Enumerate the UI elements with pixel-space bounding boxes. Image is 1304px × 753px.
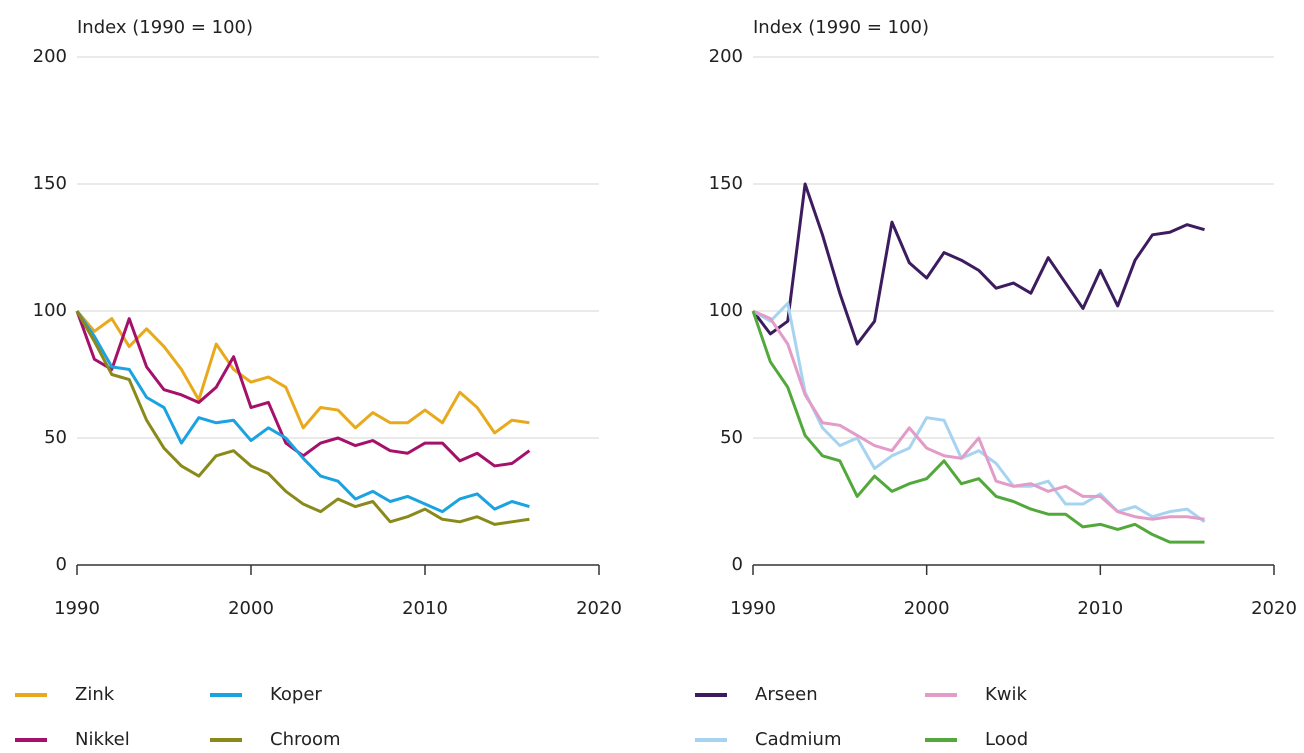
series-line (752, 309, 1205, 521)
legend-label: Koper (270, 684, 322, 705)
x-tick-label: 2010 (402, 598, 448, 619)
series-line (752, 301, 1206, 524)
y-tick-label: 50 (720, 427, 743, 448)
y-tick-label: 150 (709, 173, 743, 194)
x-tick-label: 1990 (54, 598, 100, 619)
y-tick-label: 100 (709, 300, 743, 321)
y-tick-label: 200 (709, 46, 743, 67)
y-tick-label: 150 (33, 173, 67, 194)
x-tick-label: 1990 (730, 598, 776, 619)
legend-label: Cadmium (755, 729, 842, 750)
series-line (75, 310, 531, 468)
series-line (751, 182, 1205, 346)
y-tick-label: 0 (732, 554, 743, 575)
y-tick-label: 100 (33, 300, 67, 321)
y-tick-label: 50 (44, 427, 67, 448)
series-line (751, 310, 1205, 544)
x-tick-label: 2010 (1077, 598, 1123, 619)
legend-label: Nikkel (75, 729, 130, 750)
y-tick-label: 200 (33, 46, 67, 67)
legend-label: Kwik (985, 684, 1028, 705)
y-axis-title: Index (1990 = 100) (753, 17, 929, 38)
x-tick-label: 2000 (228, 598, 274, 619)
x-tick-label: 2000 (904, 598, 950, 619)
x-tick-label: 2020 (576, 598, 622, 619)
series-line (75, 310, 530, 435)
series-line (75, 310, 530, 526)
legend-label: Arseen (755, 684, 818, 705)
series-line (75, 310, 530, 514)
y-tick-label: 0 (56, 554, 67, 575)
legend-label: Chroom (270, 729, 341, 750)
y-axis-title: Index (1990 = 100) (77, 17, 253, 38)
legend-label: Zink (75, 684, 115, 705)
x-tick-label: 2020 (1251, 598, 1297, 619)
legend-label: Lood (985, 729, 1028, 750)
